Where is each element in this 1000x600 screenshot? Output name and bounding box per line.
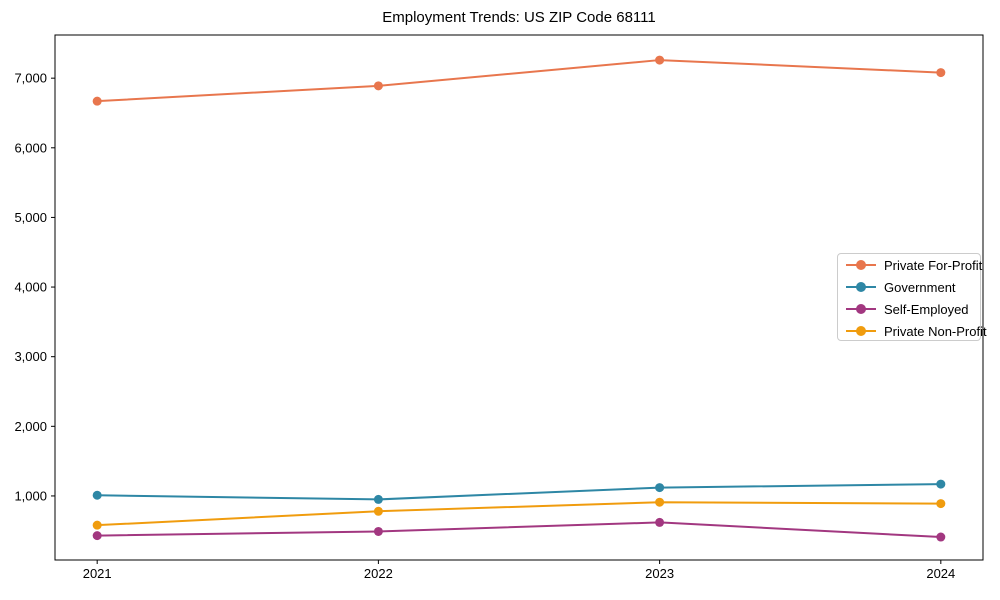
y-tick-label: 6,000 (14, 140, 47, 155)
legend-item: Government (838, 276, 980, 298)
data-point-government-2023 (655, 483, 665, 493)
legend-item: Private For-Profit (838, 254, 983, 276)
series-line-private-for-profit (97, 59, 941, 103)
data-point-self-employed-2022 (373, 526, 383, 536)
data-point-private-non-profit-2024 (936, 499, 946, 509)
data-point-private-for-profit-2023 (655, 55, 665, 65)
chart-title: Employment Trends: US ZIP Code 68111 (382, 9, 656, 26)
x-tick-label: 2024 (926, 566, 955, 581)
data-point-private-for-profit-2021 (92, 96, 102, 106)
data-point-government-2021 (92, 490, 102, 500)
data-point-private-for-profit-2024 (936, 68, 946, 78)
data-point-self-employed-2024 (936, 532, 946, 542)
series-line-self-employed (97, 521, 941, 539)
x-tick-label: 2022 (364, 566, 393, 581)
data-point-private-non-profit-2021 (92, 520, 102, 530)
legend-label: Private For-Profit (884, 257, 983, 273)
legend-label: Self-Employed (884, 301, 969, 317)
x-tick-label: 2023 (645, 566, 674, 581)
y-tick-label: 1,000 (14, 488, 47, 503)
series-line-private-non-profit (97, 501, 941, 527)
y-tick-label: 2,000 (14, 419, 47, 434)
legend-marker-line (846, 260, 876, 270)
y-tick-label: 5,000 (14, 210, 47, 225)
legend-marker-dot (856, 304, 866, 314)
legend-marker-dot (856, 326, 866, 336)
series-line-government (97, 483, 941, 501)
legend-item: Private Non-Profit (838, 320, 987, 342)
legend-marker-dot (856, 260, 866, 270)
y-tick-label: 7,000 (14, 71, 47, 86)
legend-item: Self-Employed (838, 298, 980, 320)
legend-marker-line (846, 304, 876, 314)
legend-marker-line (846, 326, 876, 336)
legend: Private For-Profit Government Self-Emplo… (837, 253, 987, 342)
data-point-private-for-profit-2022 (373, 81, 383, 91)
legend-label: Government (884, 279, 956, 295)
plot-frame (54, 34, 984, 561)
data-point-self-employed-2023 (655, 517, 665, 527)
y-tick-label: 3,000 (14, 349, 47, 364)
y-tick-label: 4,000 (14, 280, 47, 295)
data-point-private-non-profit-2023 (655, 497, 665, 507)
data-point-government-2022 (373, 494, 383, 504)
data-point-self-employed-2021 (92, 531, 102, 541)
legend-label: Private Non-Profit (884, 323, 987, 339)
legend-marker-dot (856, 282, 866, 292)
x-tick-label: 2021 (83, 566, 112, 581)
legend-marker-line (846, 282, 876, 292)
data-point-government-2024 (936, 479, 946, 489)
data-point-private-non-profit-2022 (373, 506, 383, 516)
